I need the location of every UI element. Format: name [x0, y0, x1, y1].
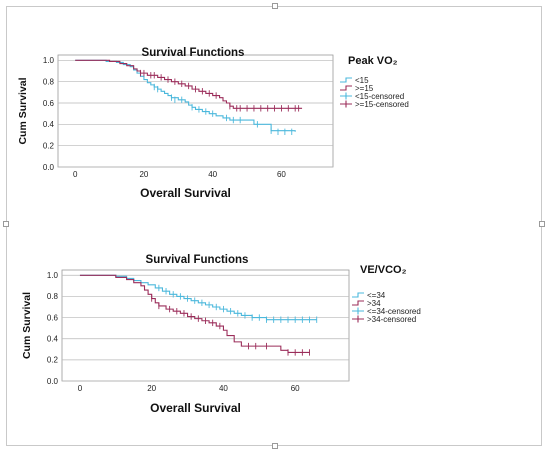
y-tick-label: 1.0	[47, 271, 59, 280]
y-axis-label: Cum Survival	[17, 77, 29, 144]
x-tick-label: 20	[139, 170, 148, 179]
legend-label: <15-censored	[355, 92, 404, 101]
legend-label: >=15	[355, 84, 374, 93]
legend-swatch-censor	[340, 92, 352, 100]
legend-label: <15	[355, 76, 369, 85]
x-axis-label: Overall Survival	[150, 401, 241, 415]
y-tick-label: 1.0	[43, 56, 55, 65]
y-tick-label: 0.2	[43, 141, 55, 150]
legend-swatch-line	[352, 292, 364, 298]
y-tick-label: 0.8	[43, 77, 55, 86]
legend-swatch-line	[340, 77, 352, 83]
legend-title: VE/VCO₂	[360, 264, 407, 276]
legend-swatch-line	[352, 300, 364, 306]
legend-title: Peak VO₂	[348, 55, 398, 67]
legend-label: <=34-censored	[367, 307, 421, 316]
resize-handle-right[interactable]	[539, 221, 545, 227]
legend-swatch-censor	[352, 307, 364, 315]
legend-swatch-line	[340, 85, 352, 91]
y-axis-label: Cum Survival	[21, 292, 33, 359]
x-tick-label: 60	[291, 384, 300, 393]
resize-handle-left[interactable]	[3, 221, 9, 227]
x-tick-label: 60	[277, 170, 286, 179]
y-tick-label: 0.2	[47, 356, 59, 365]
y-tick-label: 0.0	[43, 163, 55, 172]
chart-title: Survival Functions	[142, 47, 245, 59]
y-tick-label: 0.4	[47, 335, 59, 344]
legend-label: >34	[367, 299, 381, 308]
x-tick-label: 0	[73, 170, 78, 179]
chart-title: Survival Functions	[146, 254, 249, 266]
survival-curve-2	[75, 59, 303, 109]
x-tick-label: 20	[147, 384, 156, 393]
y-tick-label: 0.6	[47, 313, 59, 322]
plot-area	[61, 269, 350, 382]
legend-swatch-censor	[340, 100, 352, 108]
resize-handle-top[interactable]	[272, 3, 278, 9]
y-tick-label: 0.8	[47, 292, 59, 301]
x-axis-label: Overall Survival	[140, 186, 231, 200]
chart-1: 0.0 0.2 0.4 0.6 0.8 1.0 0 20 40 60 Survival Functi…	[17, 47, 409, 200]
survival-curve-1	[75, 59, 296, 132]
legend-label: <=34	[367, 291, 386, 300]
x-tick-label: 40	[219, 384, 228, 393]
chart-2: 0.0 0.2 0.4 0.6 0.8 1.0 0 20 40 60 Survival Functi…	[21, 254, 421, 415]
x-tick-label: 40	[208, 170, 217, 179]
survival-curve-2	[79, 274, 310, 354]
y-tick-label: 0.6	[43, 99, 55, 108]
y-tick-label: 0.0	[47, 377, 59, 386]
legend-label: >34-censored	[367, 315, 416, 324]
resize-handle-bottom[interactable]	[272, 443, 278, 449]
legend-swatch-censor	[352, 315, 364, 323]
x-tick-label: 0	[78, 384, 83, 393]
survival-curve-1	[79, 274, 317, 321]
plot-area	[57, 54, 334, 168]
legend-label: >=15-censored	[355, 100, 409, 109]
y-tick-label: 0.4	[43, 120, 55, 129]
